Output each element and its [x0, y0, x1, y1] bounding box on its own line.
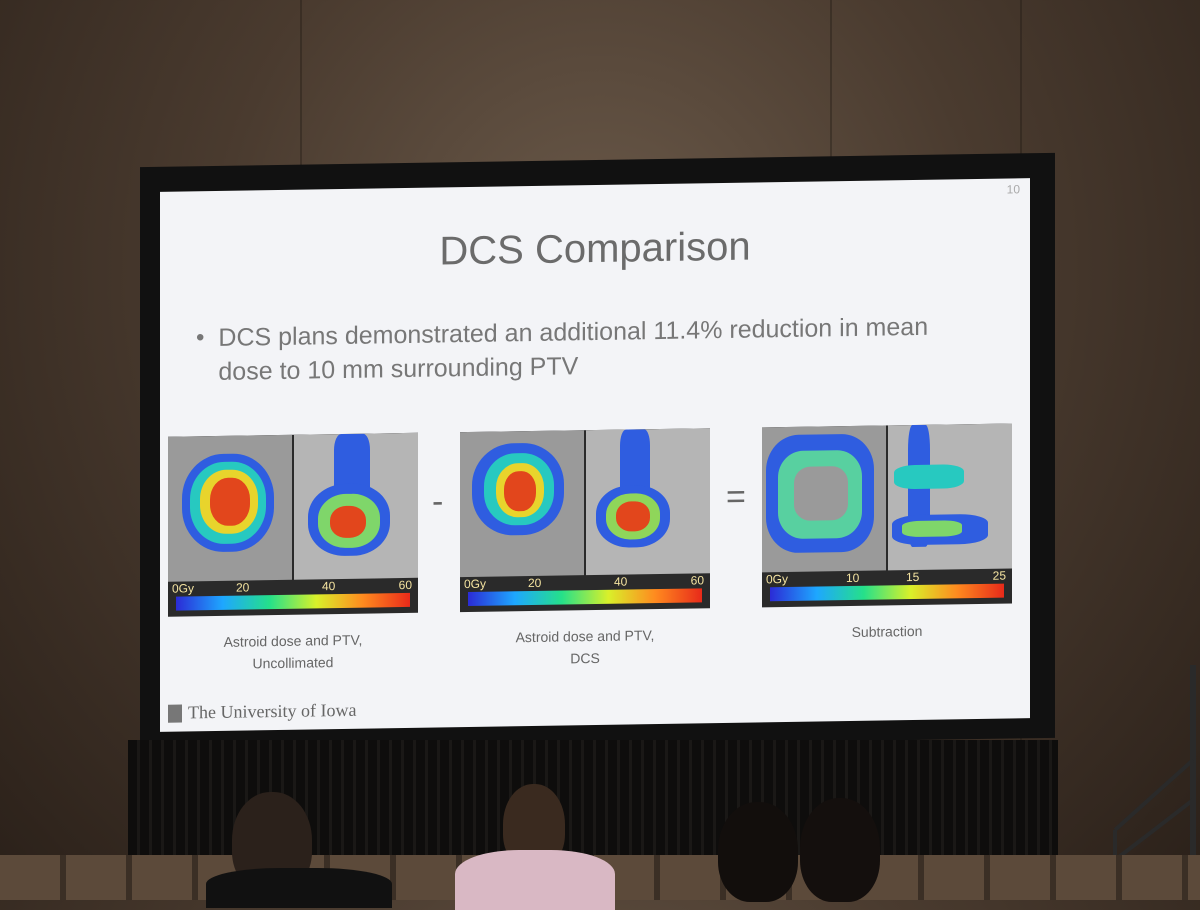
slide-number: 10 — [1006, 182, 1020, 197]
dose-map-axial — [168, 434, 292, 582]
projection-screen: 10 DCS Comparison • DCS plans demonstrat… — [160, 178, 1030, 732]
dose-map-sagittal — [586, 428, 710, 576]
audience-member — [800, 798, 880, 902]
audience-member-shoulders — [455, 850, 615, 910]
bullet-dot-icon: • — [196, 324, 205, 352]
audience-member — [718, 802, 798, 902]
audience-member-shoulders — [206, 868, 392, 908]
university-logo: The University of Iowa — [168, 700, 356, 724]
dose-panel-subtraction: 0Gy 10 15 25 — [762, 423, 1012, 608]
equals-operator: = — [726, 477, 746, 516]
stair-railing — [1105, 660, 1200, 880]
dose-colorbar — [770, 583, 1004, 602]
university-crest-icon — [168, 703, 182, 723]
dose-colorbar — [176, 592, 410, 611]
minus-operator: - — [432, 482, 444, 521]
panel-caption: Subtraction — [851, 622, 923, 640]
dose-map-axial — [460, 430, 584, 578]
dose-panel-uncollimated: 0Gy 20 40 60 — [168, 432, 418, 617]
dose-colorbar — [468, 588, 702, 606]
panel-caption: Astroid dose and PTV, DCS — [515, 627, 655, 667]
dose-map-sagittal — [888, 423, 1012, 571]
dose-panel-dcs: 0Gy 20 40 60 — [460, 428, 710, 613]
bullet-text: DCS plans demonstrated an additional 11.… — [218, 312, 929, 386]
logo-text: The University of Iowa — [188, 699, 357, 723]
dose-map-sagittal — [294, 432, 418, 580]
bullet-item: • DCS plans demonstrated an additional 1… — [196, 309, 956, 389]
slide-title: DCS Comparison — [439, 224, 751, 274]
dose-map-axial — [762, 425, 886, 573]
panel-caption: Astroid dose and PTV, Uncollimated — [223, 631, 363, 672]
